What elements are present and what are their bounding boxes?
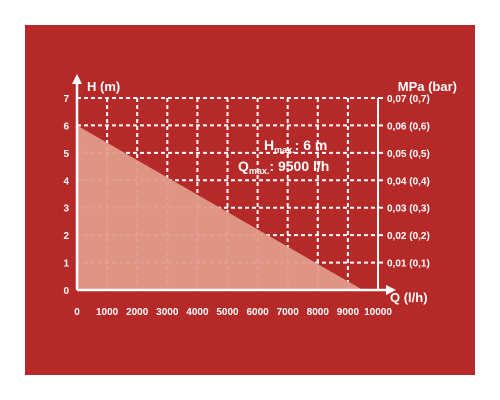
pump-curve-chart: 0 1000 2000 3000 4000 5000 6000 7000 8000 9000 100… <box>25 25 475 375</box>
y-axis-arrow <box>72 74 82 84</box>
y2-tick-label: 0,06 (0,6) <box>387 121 430 132</box>
y2-tick-label: 0,07 (0,7) <box>387 94 430 105</box>
x-tick-label: 9000 <box>337 307 360 318</box>
x-tick-label: 3000 <box>156 307 179 318</box>
y2-tick-label: 0,05 (0,5) <box>387 149 430 160</box>
x-axis-arrow <box>386 285 396 295</box>
y-axis-title: H (m) <box>87 79 120 94</box>
y-tick-label: 2 <box>63 231 69 242</box>
chart-panel: 0 1000 2000 3000 4000 5000 6000 7000 8000 9000 100… <box>25 25 475 375</box>
x-tick-label: 5000 <box>216 307 239 318</box>
qmax-subscript: max. <box>249 166 270 176</box>
x-tick-label: 10000 <box>364 307 392 318</box>
y-tick-label: 0 <box>63 286 69 297</box>
y2-tick-label: 0,04 (0,4) <box>387 176 430 187</box>
y-tick-label: 1 <box>63 259 69 270</box>
qmax-value: : 9500 l/h <box>269 158 329 174</box>
x-tick-label: 8000 <box>307 307 330 318</box>
y2-tick-label: 0,01 (0,1) <box>387 259 430 270</box>
hmax-prefix: H <box>264 137 274 153</box>
y-tick-labels: 0 1 2 3 4 5 6 7 <box>63 94 69 297</box>
y2-tick-labels: 0,01 (0,1) 0,02 (0,2) 0,03 (0,3) 0,04 (0,4)… <box>378 94 430 270</box>
hmax-value: : 6 m <box>295 137 328 153</box>
y-tick-label: 4 <box>63 176 69 187</box>
y2-tick-label: 0,03 (0,3) <box>387 204 430 215</box>
x-tick-label: 1000 <box>96 307 119 318</box>
hmax-subscript: max. <box>274 145 295 155</box>
x-tick-label: 4000 <box>186 307 209 318</box>
x-tick-label: 0 <box>74 307 80 318</box>
y2-tick-label: 0,02 (0,2) <box>387 231 430 242</box>
performance-area <box>77 125 363 290</box>
y-tick-label: 5 <box>63 149 69 160</box>
x-tick-labels: 0 1000 2000 3000 4000 5000 6000 7000 8000 9000 100… <box>74 307 392 318</box>
y2-axis-title: MPa (bar) <box>398 79 457 94</box>
y-tick-label: 6 <box>63 121 69 132</box>
x-tick-label: 2000 <box>126 307 149 318</box>
x-tick-label: 7000 <box>277 307 300 318</box>
qmax-annotation: Qmax.: 9500 l/h <box>238 158 329 176</box>
x-tick-label: 6000 <box>246 307 269 318</box>
axes <box>72 74 396 295</box>
y-tick-label: 3 <box>63 204 69 215</box>
hmax-annotation: Hmax.: 6 m <box>264 137 327 155</box>
y-tick-label: 7 <box>63 94 69 105</box>
qmax-prefix: Q <box>238 158 249 174</box>
x-axis-title: Q (l/h) <box>390 290 428 305</box>
